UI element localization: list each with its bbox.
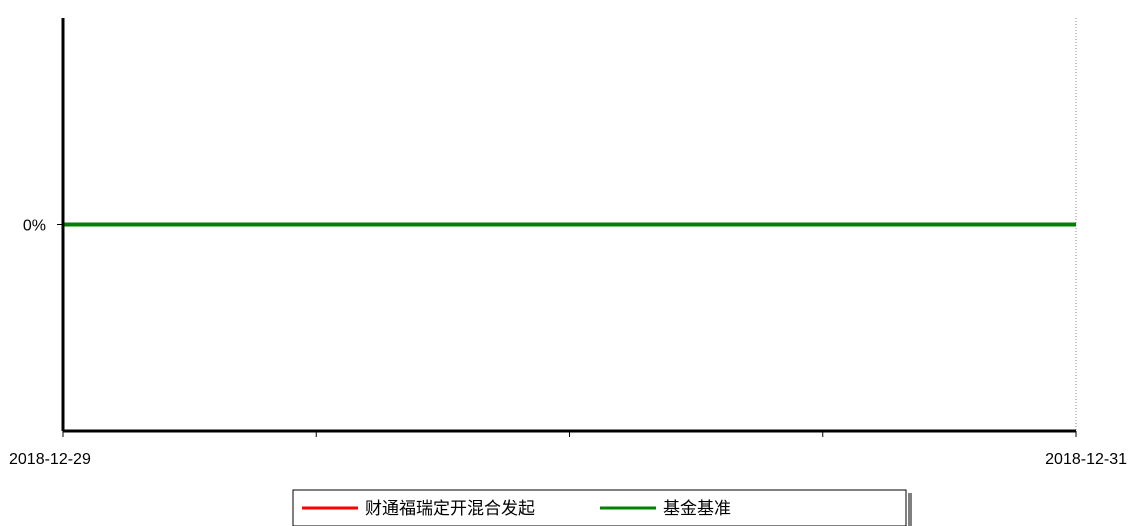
legend: 财通福瑞定开混合发起 基金基准: [292, 489, 912, 526]
y-tick-label: 0%: [23, 218, 46, 235]
legend-label-fund: 财通福瑞定开混合发起: [365, 499, 535, 519]
legend-label-benchmark: 基金基准: [663, 499, 731, 519]
legend-box: [292, 489, 907, 526]
x-tick-label: 2018-12-29: [9, 451, 91, 468]
tick-layer: 2018-12-29 2018-12-31 0%: [9, 218, 1127, 469]
x-tick-label: 2018-12-31: [1045, 451, 1127, 468]
